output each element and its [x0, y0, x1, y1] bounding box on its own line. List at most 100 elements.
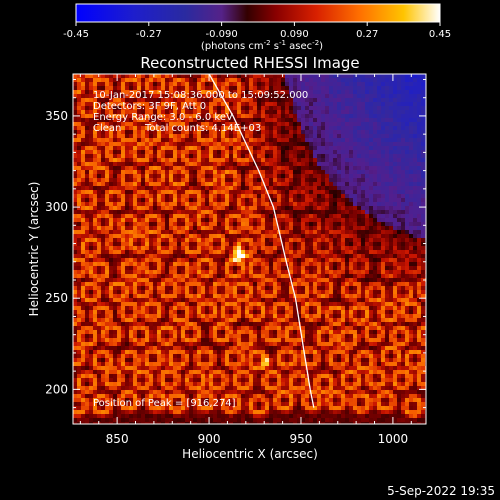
- heatmap-cell: [401, 82, 405, 86]
- heatmap-cell: [89, 114, 93, 118]
- heatmap-cell: [85, 178, 89, 182]
- heatmap-cell: [81, 230, 85, 234]
- heatmap-cell: [229, 246, 233, 250]
- heatmap-cell: [405, 210, 409, 214]
- heatmap-cell: [209, 242, 213, 246]
- heatmap-cell: [205, 150, 209, 154]
- heatmap-cell: [173, 250, 177, 254]
- heatmap-cell: [217, 218, 221, 222]
- heatmap-cell: [369, 170, 373, 174]
- heatmap-cell: [237, 226, 241, 230]
- heatmap-cell: [349, 142, 353, 146]
- heatmap-cell: [253, 278, 257, 282]
- heatmap-cell: [289, 230, 293, 234]
- heatmap-cell: [361, 174, 365, 178]
- heatmap-cell: [309, 82, 313, 86]
- heatmap-cell: [249, 106, 253, 110]
- heatmap-cell: [333, 266, 337, 270]
- heatmap-cell: [221, 250, 225, 254]
- heatmap-cell: [285, 118, 289, 122]
- heatmap-cell: [381, 198, 385, 202]
- heatmap-cell: [149, 246, 153, 250]
- heatmap-cell: [241, 190, 245, 194]
- heatmap-cell: [233, 186, 237, 190]
- heatmap-cell: [169, 174, 173, 178]
- heatmap-cell: [229, 74, 233, 78]
- heatmap-cell: [129, 90, 133, 94]
- heatmap-cell: [253, 154, 257, 158]
- heatmap-cell: [165, 86, 169, 90]
- heatmap-cell: [85, 218, 89, 222]
- heatmap-cell: [189, 162, 193, 166]
- heatmap-cell: [97, 158, 101, 162]
- heatmap-cell: [249, 158, 253, 162]
- heatmap-cell: [197, 186, 201, 190]
- heatmap-cell: [237, 278, 241, 282]
- heatmap-cell: [413, 238, 417, 242]
- heatmap-cell: [209, 178, 213, 182]
- heatmap-cell: [193, 130, 197, 134]
- heatmap-cell: [345, 230, 349, 234]
- heatmap-cell: [145, 218, 149, 222]
- heatmap-cell: [177, 174, 181, 178]
- heatmap-cell: [181, 138, 185, 142]
- heatmap-cell: [329, 162, 333, 166]
- heatmap-cell: [85, 294, 89, 298]
- heatmap-cell: [97, 174, 101, 178]
- heatmap-cell: [73, 154, 77, 158]
- heatmap-cell: [421, 222, 425, 226]
- heatmap-cell: [353, 174, 357, 178]
- heatmap-cell: [309, 130, 313, 134]
- heatmap-cell: [81, 122, 85, 126]
- heatmap-cell: [349, 102, 353, 106]
- heatmap-cell: [85, 154, 89, 158]
- heatmap-cell: [109, 234, 113, 238]
- heatmap-cell: [149, 166, 153, 170]
- heatmap-cell: [397, 278, 401, 282]
- heatmap-cell: [145, 102, 149, 106]
- heatmap-cell: [285, 226, 289, 230]
- heatmap-cell: [285, 102, 289, 106]
- heatmap-cell: [121, 290, 125, 294]
- heatmap-cell: [109, 282, 113, 286]
- heatmap-cell: [197, 258, 201, 262]
- heatmap-cell: [81, 218, 85, 222]
- heatmap-cell: [293, 170, 297, 174]
- heatmap-cell: [325, 162, 329, 166]
- heatmap-cell: [137, 234, 141, 238]
- heatmap-cell: [145, 134, 149, 138]
- heatmap-cell: [405, 258, 409, 262]
- heatmap-cell: [361, 94, 365, 98]
- heatmap-cell: [297, 74, 301, 78]
- heatmap-cell: [293, 266, 297, 270]
- heatmap-cell: [201, 218, 205, 222]
- heatmap-cell: [277, 186, 281, 190]
- heatmap-cell: [93, 250, 97, 254]
- heatmap-cell: [81, 146, 85, 150]
- heatmap-cell: [125, 210, 129, 214]
- heatmap-cell: [373, 178, 377, 182]
- heatmap-cell: [405, 162, 409, 166]
- heatmap-cell: [165, 118, 169, 122]
- heatmap-cell: [281, 130, 285, 134]
- heatmap-cell: [233, 158, 237, 162]
- heatmap-cell: [221, 142, 225, 146]
- heatmap-cell: [193, 186, 197, 190]
- heatmap-cell: [277, 226, 281, 230]
- heatmap-cell: [89, 230, 93, 234]
- heatmap-cell: [173, 134, 177, 138]
- heatmap-cell: [233, 98, 237, 102]
- heatmap-cell: [309, 162, 313, 166]
- heatmap-cell: [221, 258, 225, 262]
- heatmap-cell: [169, 134, 173, 138]
- heatmap-cell: [237, 254, 241, 258]
- heatmap-cell: [401, 242, 405, 246]
- heatmap-cell: [345, 294, 349, 298]
- heatmap-cell: [161, 206, 165, 210]
- heatmap-cell: [397, 222, 401, 226]
- heatmap-cell: [169, 142, 173, 146]
- heatmap-cell: [197, 270, 201, 274]
- heatmap-cell: [245, 210, 249, 214]
- heatmap-cell: [377, 146, 381, 150]
- heatmap-cell: [81, 162, 85, 166]
